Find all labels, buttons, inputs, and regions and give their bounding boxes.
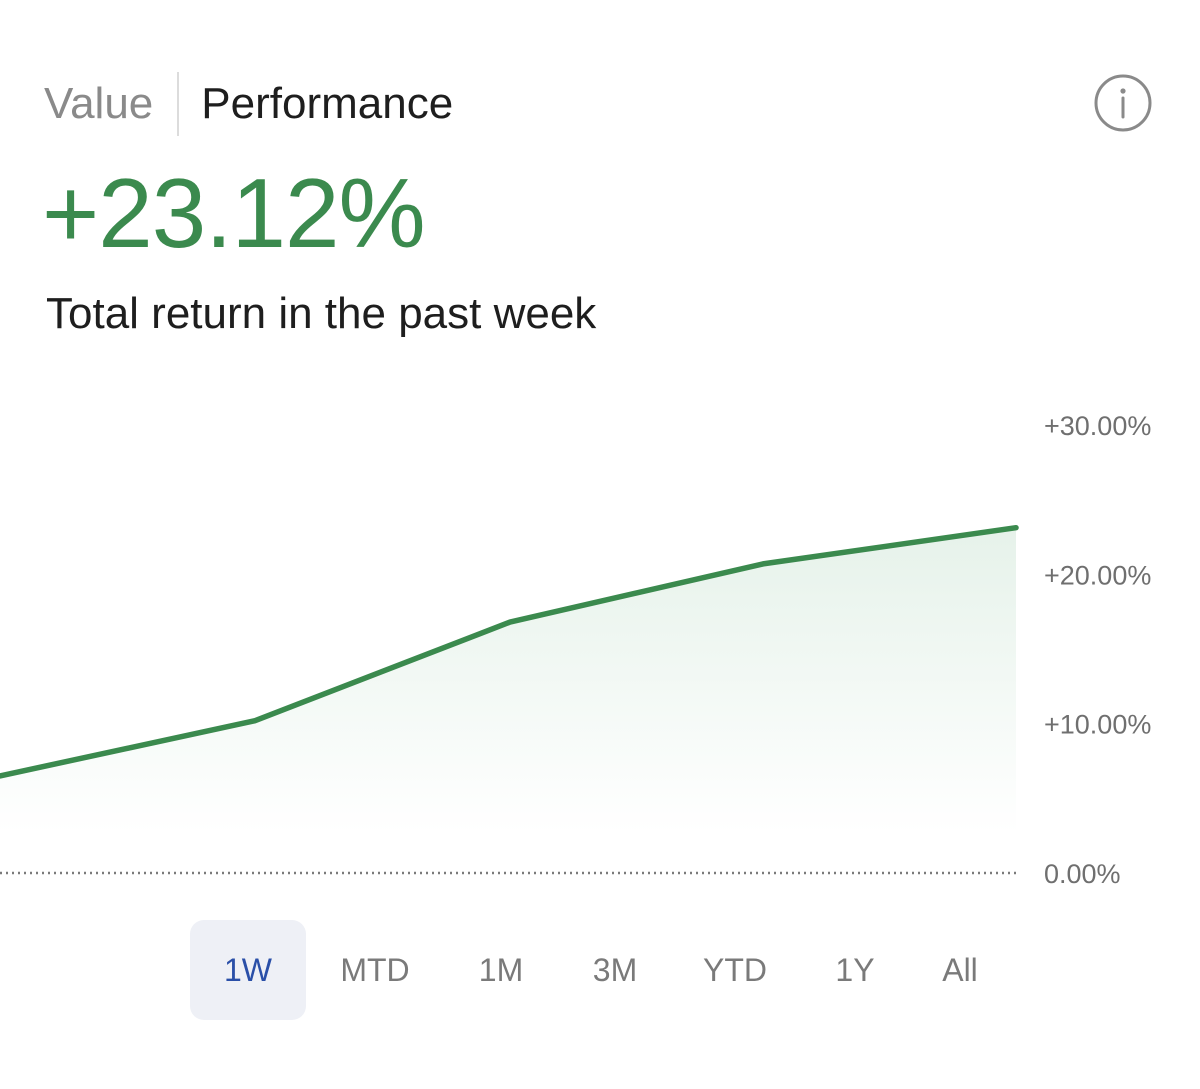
- y-tick-label: +20.00%: [1044, 560, 1151, 590]
- y-axis: 0.00% +10.00% +20.00% +30.00%: [1044, 411, 1151, 889]
- tab-performance[interactable]: Performance: [201, 79, 454, 128]
- range-button-1y[interactable]: 1Y: [835, 952, 875, 988]
- range-button-1w[interactable]: 1W: [190, 920, 306, 1020]
- view-toggle: Value Performance: [44, 72, 453, 136]
- range-button-1m[interactable]: 1M: [478, 952, 524, 988]
- info-button[interactable]: [1094, 74, 1152, 132]
- range-selector: 1W MTD 1M 3M YTD 1Y All: [190, 920, 1008, 1020]
- y-tick-label: +30.00%: [1044, 411, 1151, 441]
- range-button-all[interactable]: All: [942, 952, 978, 988]
- performance-area: [0, 527, 1016, 833]
- range-button-mtd[interactable]: MTD: [340, 952, 410, 988]
- tab-value[interactable]: Value: [44, 79, 154, 128]
- y-tick-label: 0.00%: [1044, 859, 1121, 889]
- total-return-value: +23.12%: [42, 158, 426, 268]
- range-button-ytd[interactable]: YTD: [703, 952, 767, 988]
- range-button-3m[interactable]: 3M: [592, 952, 638, 988]
- total-return-caption: Total return in the past week: [46, 289, 597, 338]
- performance-line: [0, 524, 1019, 779]
- tab-divider: [177, 72, 180, 136]
- y-tick-label: +10.00%: [1044, 710, 1151, 740]
- info-circle-icon: [1094, 74, 1152, 132]
